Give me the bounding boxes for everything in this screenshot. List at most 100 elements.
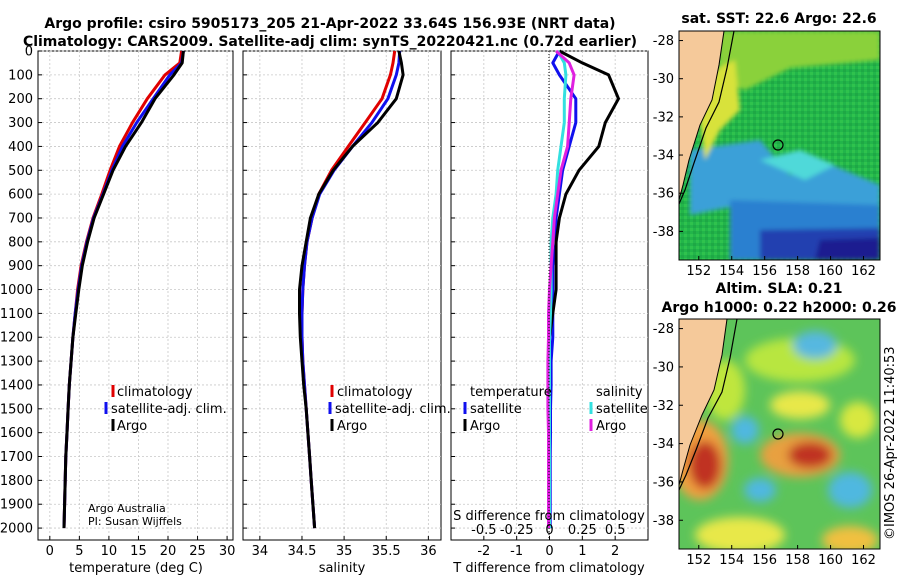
salinity-legend: climatology satellite-adj. clim. Argo xyxy=(328,385,451,434)
sal-legend-satellite-label: satellite-adj. clim. xyxy=(335,402,451,417)
map-lon-label: 160 xyxy=(818,553,843,568)
difference-legend: temperature salinity satellite Argo sate… xyxy=(463,385,648,434)
sal-legend-argo-label: Argo xyxy=(337,419,367,434)
map-lat-label: -34 xyxy=(653,437,674,452)
x-tick-label: 10 xyxy=(101,544,118,559)
map-lat-label: -28 xyxy=(653,322,674,337)
title-line-1: Argo profile: csiro 5905173_205 21-Apr-2… xyxy=(44,16,615,32)
x-tick-label: 34 xyxy=(252,544,269,559)
sla-coastline xyxy=(679,319,728,486)
y-tick-label: 900 xyxy=(8,259,33,274)
x-tick-label: -1 xyxy=(510,544,523,559)
x-tick-label: 35 xyxy=(336,544,353,559)
diff-legend-temp-title: temperature xyxy=(470,385,552,400)
difference-xlabel: T difference from climatology xyxy=(452,561,645,576)
sla-axis-ticks: -28 -30 -32 -34 -36 -38 152 154 156 158 160 162 xyxy=(653,322,876,568)
top-x-tick-label: 0.25 xyxy=(568,523,597,538)
map-lat-label: -32 xyxy=(653,399,674,414)
x-tick-label: 20 xyxy=(160,544,177,559)
x-tick-label: 5 xyxy=(75,544,83,559)
y-tick-label: 2000 xyxy=(0,522,33,537)
y-tick-label: 1900 xyxy=(0,498,33,513)
y-tick-label: 700 xyxy=(8,211,33,226)
y-tick-label: 600 xyxy=(8,188,33,203)
y-tick-label: 800 xyxy=(8,235,33,250)
credit-line-1: Argo Australia xyxy=(88,502,166,515)
map-lon-label: 158 xyxy=(785,553,810,568)
map-lon-label: 158 xyxy=(785,264,810,279)
y-tick-label: 1100 xyxy=(0,307,33,322)
y-tick-label: 1800 xyxy=(0,474,33,489)
diff-legend-sal-argo-label: Argo xyxy=(596,419,626,434)
map-lon-label: 152 xyxy=(686,264,711,279)
y-tick-label: 100 xyxy=(8,68,33,83)
y-tick-label: 500 xyxy=(8,164,33,179)
salinity-xlabel: salinity xyxy=(319,561,366,576)
credit-line-2: PI: Susan Wijffels xyxy=(88,515,182,528)
y-tick-label: 1000 xyxy=(0,283,33,298)
top-x-tick-label: -0.25 xyxy=(500,523,534,538)
diff-legend-temp-sat-label: satellite xyxy=(470,402,522,417)
map-lon-label: 160 xyxy=(818,264,843,279)
legend-argo-label: Argo xyxy=(117,419,147,434)
map-lon-label: 162 xyxy=(851,553,876,568)
map-lon-label: 154 xyxy=(719,264,744,279)
map-lon-label: 156 xyxy=(752,553,777,568)
x-tick-label: 34.5 xyxy=(288,544,317,559)
y-tick-label: 1700 xyxy=(0,450,33,465)
y-tick-label: 1500 xyxy=(0,402,33,417)
sst-land xyxy=(679,31,724,200)
x-tick-label: 1 xyxy=(578,544,586,559)
sst-float-marker xyxy=(772,139,784,151)
sla-float-marker xyxy=(772,428,784,440)
line-layer xyxy=(62,49,620,529)
y-tick-label: 200 xyxy=(8,92,33,107)
sla-map xyxy=(679,319,880,549)
y-tick-label: 1600 xyxy=(0,426,33,441)
temperature-xlabel: temperature (deg C) xyxy=(69,561,203,576)
sst-map-title: sat. SST: 22.6 Argo: 22.6 xyxy=(681,11,876,27)
sst-coastline xyxy=(679,31,725,201)
legend-climatology-label: climatology xyxy=(117,385,193,400)
sla-land xyxy=(679,319,727,485)
y-tick-label: 0 xyxy=(25,45,33,60)
map-lat-label: -28 xyxy=(653,34,674,49)
map-lat-label: -30 xyxy=(653,72,674,87)
title-line-2: Climatology: CARS2009. Satellite-adj cli… xyxy=(23,34,637,50)
map-lat-label: -36 xyxy=(653,187,674,202)
map-lat-label: -38 xyxy=(653,514,674,529)
salinity-panel-frame xyxy=(242,50,442,541)
diff-legend-sal-sat-label: satellite xyxy=(596,402,648,417)
x-tick-label: 36 xyxy=(420,544,437,559)
sal-legend-climatology-label: climatology xyxy=(337,385,413,400)
map-lat-label: -30 xyxy=(653,360,674,375)
top-x-tick-label: 0 xyxy=(545,523,553,538)
x-tick-label: 15 xyxy=(130,544,147,559)
legend-satellite-label: satellite-adj. clim. xyxy=(111,402,227,417)
map-lon-label: 154 xyxy=(719,553,744,568)
y-tick-label: 1300 xyxy=(0,355,33,370)
sla-map-title-2: Argo h1000: 0.22 h2000: 0.26 xyxy=(661,300,896,316)
top-x-tick-label: -0.5 xyxy=(471,523,496,538)
x-tick-label: 0 xyxy=(46,544,54,559)
sla-contour xyxy=(679,319,738,491)
x-tick-label: 35.5 xyxy=(372,544,401,559)
y-tick-label: 1200 xyxy=(0,331,33,346)
x-tick-label: 2 xyxy=(611,544,619,559)
y-tick-label: 1400 xyxy=(0,378,33,393)
map-lat-label: -32 xyxy=(653,110,674,125)
series-line-argo xyxy=(62,50,185,529)
map-lon-label: 152 xyxy=(686,553,711,568)
top-x-tick-label: 0.5 xyxy=(605,523,626,538)
imos-stamp: ©IMOS 26-Apr-2022 11:40:53 xyxy=(883,346,898,540)
y-tick-label: 300 xyxy=(8,116,33,131)
x-tick-label: 0 xyxy=(545,544,553,559)
difference-top-label: S difference from climatology xyxy=(453,509,645,524)
map-lat-label: -36 xyxy=(653,475,674,490)
sst-map xyxy=(679,31,880,260)
x-tick-label: 25 xyxy=(189,544,206,559)
map-lat-label: -38 xyxy=(653,225,674,240)
sla-map-frame xyxy=(678,318,881,550)
sst-axis-ticks: -28 -30 -32 -34 -36 -38 152 154 156 158 160 162 xyxy=(653,34,876,279)
